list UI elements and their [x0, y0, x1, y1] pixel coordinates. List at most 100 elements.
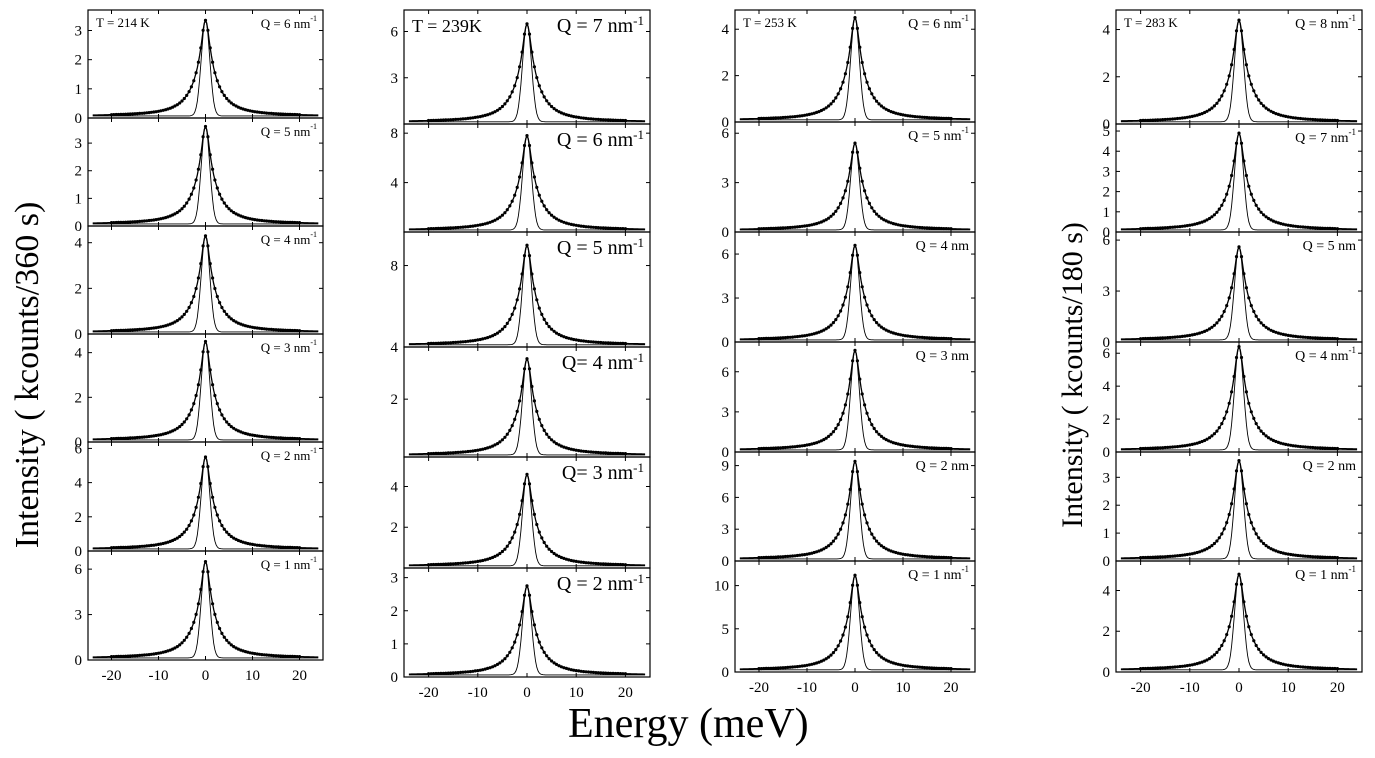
data-point: [1262, 432, 1266, 436]
data-point: [863, 72, 867, 76]
y-tick-label: 3: [1103, 470, 1111, 486]
data-point: [1281, 332, 1285, 336]
data-point: [1151, 446, 1155, 450]
x-tick-label: 20: [618, 685, 633, 701]
data-point: [286, 220, 290, 224]
x-tick-label: -10: [468, 685, 488, 701]
data-point: [451, 226, 455, 230]
data-point: [211, 602, 215, 606]
data-point: [1333, 555, 1337, 560]
data-point: [783, 115, 788, 119]
data-point: [142, 435, 146, 439]
data-point: [187, 413, 191, 417]
data-point: [596, 117, 600, 121]
data-point: [1168, 554, 1172, 559]
data-point: [220, 305, 224, 310]
data-point: [872, 209, 876, 213]
data-point: [175, 319, 179, 323]
data-point: [493, 443, 497, 447]
y-tick-label: 6: [1103, 346, 1111, 362]
data-point: [858, 487, 862, 492]
data-point: [1323, 226, 1327, 230]
data-point: [265, 435, 269, 439]
data-point: [272, 545, 276, 549]
data-point: [227, 99, 231, 103]
data-point: [855, 26, 860, 30]
panel-1-3: 024 Q = 4 nm-1: [75, 225, 324, 343]
data-point: [908, 225, 912, 229]
data-point: [1264, 434, 1268, 438]
data-point: [855, 253, 860, 257]
data-point: [535, 409, 539, 413]
data-point: [1286, 223, 1290, 227]
data-point: [114, 112, 118, 117]
data-point: [159, 433, 163, 437]
data-point: [1220, 532, 1224, 536]
data-point: [481, 114, 485, 118]
data-point: [584, 449, 588, 454]
data-point: [1161, 118, 1165, 122]
data-point: [126, 112, 130, 116]
data-point: [896, 442, 900, 446]
data-point: [229, 317, 233, 321]
data-point: [241, 431, 245, 435]
data-point: [508, 95, 512, 99]
data-point: [554, 662, 559, 667]
data-point: [1198, 221, 1202, 225]
data-point: [281, 436, 285, 440]
data-point: [858, 166, 862, 170]
data-point: [795, 553, 800, 558]
total-fit-line: [408, 22, 646, 122]
data-point: [759, 337, 764, 341]
data-point: [481, 447, 485, 451]
data-point: [803, 553, 807, 557]
data-point: [248, 325, 252, 329]
data-point: [1330, 666, 1335, 671]
data-point: [875, 430, 879, 434]
data-point: [870, 206, 874, 210]
data-point: [267, 544, 271, 548]
data-point: [535, 185, 539, 189]
data-point: [947, 227, 951, 231]
data-point: [1220, 94, 1224, 98]
y-tick-label: 1: [75, 191, 83, 207]
data-point: [1212, 541, 1216, 546]
data-point: [253, 110, 257, 114]
data-point: [599, 671, 603, 675]
data-point: [203, 560, 208, 564]
data-point: [1198, 331, 1202, 335]
data-point: [133, 545, 137, 549]
data-point: [1212, 653, 1216, 657]
data-point: [498, 215, 502, 219]
data-point: [1328, 666, 1332, 671]
data-point: [800, 664, 804, 668]
data-point: [586, 340, 591, 344]
data-point: [199, 262, 203, 266]
data-point: [1230, 286, 1234, 290]
data-point: [1173, 335, 1177, 339]
data-point: [222, 309, 226, 313]
data-point: [236, 429, 240, 433]
data-point: [196, 276, 200, 280]
data-point: [1151, 666, 1155, 670]
data-point: [596, 562, 600, 566]
data-point: [577, 560, 581, 564]
y-tick-label: 0: [75, 327, 83, 343]
data-point: [562, 445, 566, 449]
data-point: [1311, 555, 1315, 559]
data-point: [192, 402, 196, 406]
data-point: [606, 341, 610, 345]
data-point: [764, 446, 768, 450]
data-point: [175, 426, 179, 430]
data-point: [1328, 336, 1332, 341]
data-point: [1195, 332, 1199, 336]
data-point: [1247, 401, 1251, 405]
data-point: [189, 626, 193, 631]
total-fit-line: [92, 124, 319, 224]
data-point: [819, 108, 824, 113]
y-tick-label: 2: [75, 164, 83, 180]
data-point: [901, 224, 905, 228]
data-point: [839, 201, 843, 205]
data-point: [154, 433, 158, 438]
data-point: [518, 287, 522, 291]
